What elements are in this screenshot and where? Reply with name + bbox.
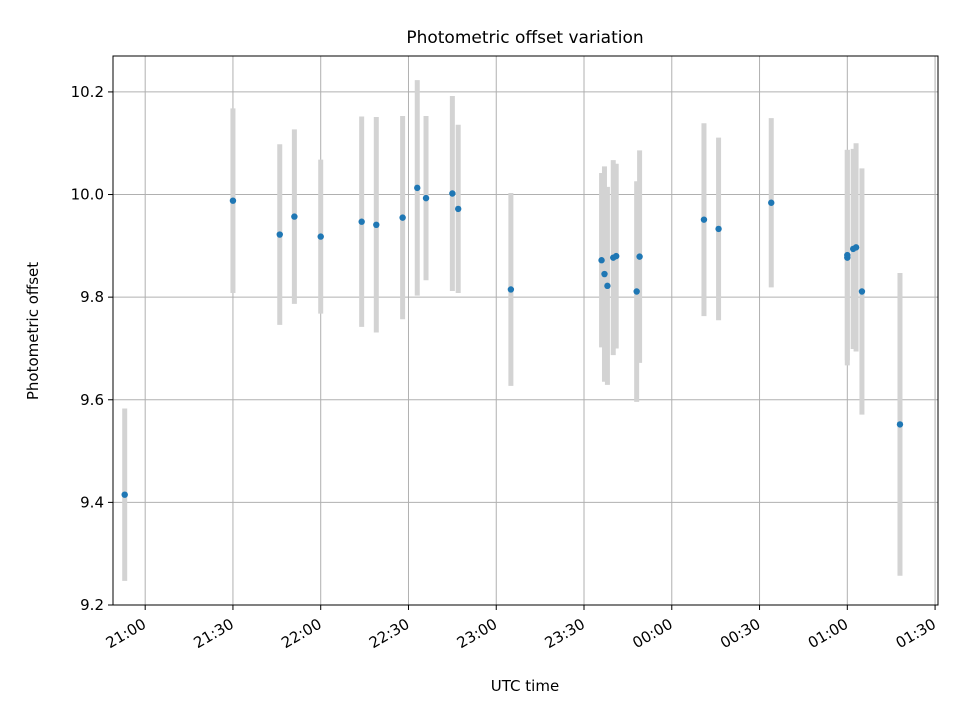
data-points xyxy=(121,184,904,498)
data-point xyxy=(317,233,324,240)
x-tick-label: 23:00 xyxy=(454,615,500,652)
data-point xyxy=(414,184,421,192)
y-tick-label: 10.0 xyxy=(71,186,104,204)
data-point xyxy=(373,221,380,229)
chart-title: Photometric offset variation xyxy=(406,28,643,48)
data-point xyxy=(399,214,406,221)
data-point xyxy=(422,194,430,202)
data-point xyxy=(291,213,298,220)
y-tick-label: 9.8 xyxy=(80,288,104,306)
y-tick-label: 9.2 xyxy=(80,596,104,614)
data-point xyxy=(598,257,605,264)
x-tick-label: 22:30 xyxy=(366,615,412,652)
data-point xyxy=(507,286,515,293)
data-point xyxy=(121,491,128,498)
data-point xyxy=(700,216,708,223)
data-point xyxy=(896,421,904,428)
plot-frame xyxy=(112,55,939,606)
data-point xyxy=(601,270,608,278)
x-tick-label: 00:30 xyxy=(717,615,763,652)
y-tick-label: 9.6 xyxy=(80,391,104,409)
x-axis: 21:00 21:30 22:00 22:30 23:00 23:30 00:00 00:30… xyxy=(103,605,939,652)
data-point xyxy=(844,251,851,259)
error-bars xyxy=(122,80,903,581)
x-tick-label: 22:00 xyxy=(278,615,324,652)
grid-lines xyxy=(113,56,938,606)
x-axis-label: UTC time xyxy=(491,677,559,695)
data-point xyxy=(604,282,611,290)
data-point xyxy=(633,288,640,295)
x-tick-label: 01:30 xyxy=(893,615,939,652)
x-tick-label: 21:00 xyxy=(103,615,149,652)
data-point xyxy=(852,244,860,251)
data-point xyxy=(715,225,722,233)
data-point xyxy=(276,231,283,238)
data-point xyxy=(858,288,866,295)
x-tick-label: 21:30 xyxy=(191,615,237,652)
data-point xyxy=(612,252,620,260)
data-point xyxy=(455,205,462,213)
y-tick-label: 10.2 xyxy=(71,83,104,101)
data-point xyxy=(229,197,237,204)
data-point xyxy=(358,218,365,225)
y-axis-label: Photometric offset xyxy=(24,262,42,400)
x-tick-label: 23:30 xyxy=(542,615,588,652)
data-point xyxy=(449,190,456,197)
x-tick-label: 01:00 xyxy=(805,615,851,652)
data-point xyxy=(768,199,775,206)
y-axis: 9.2 9.4 9.6 9.8 10.0 10.2 xyxy=(71,83,113,614)
y-tick-label: 9.4 xyxy=(80,493,104,511)
data-point xyxy=(636,253,643,260)
x-tick-label: 00:00 xyxy=(629,615,675,652)
